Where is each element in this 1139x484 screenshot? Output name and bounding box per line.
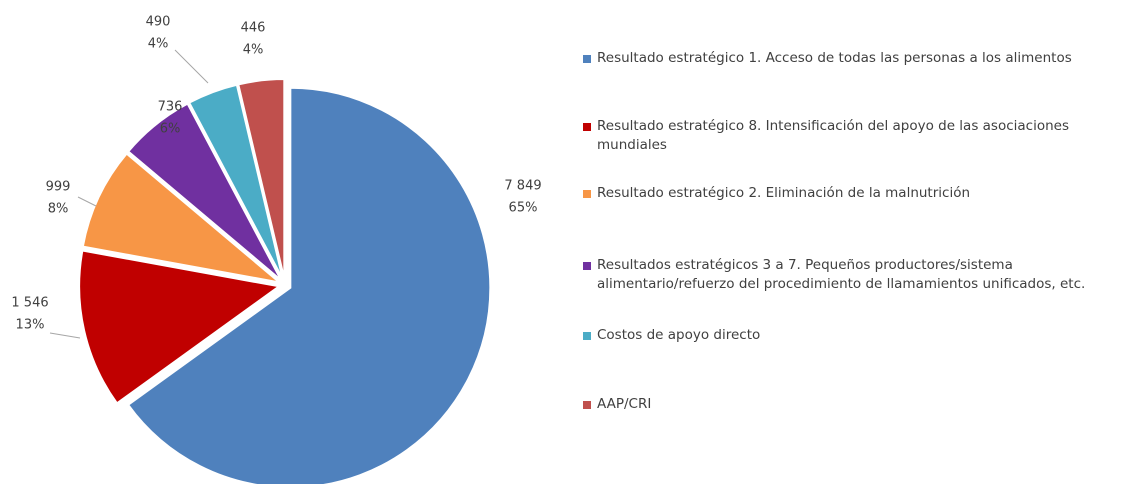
value-label: 490 [146,15,171,30]
value-label: 736 [158,100,183,115]
legend-entry: Resultados estratégicos 3 a 7. Pequeños … [583,256,1133,294]
legend-label: Resultado estratégico 1. Acceso de todas… [597,50,1072,66]
legend-swatch [583,123,591,131]
leader-line [77,196,97,207]
pie-slice [126,102,283,282]
legend-swatch [583,262,591,270]
percent-label: 6% [160,122,181,137]
legend-entry: Resultado estratégico 2. Eliminación de … [583,184,970,203]
legend-swatch [583,190,591,198]
legend-entry: Resultado estratégico 1. Acceso de todas… [583,49,1072,68]
percent-label: 4% [148,37,169,52]
legend-label: Resultado estratégico 8. Intensificación… [597,118,1069,153]
percent-label: 4% [243,43,264,58]
leader-line [174,49,209,84]
value-label: 7 849 [504,179,541,194]
leader-line [49,332,81,339]
legend-swatch [583,401,591,409]
pie-slice [78,249,282,405]
pie-slice [81,152,284,285]
pie-slice [187,83,284,280]
legend-label: AAP/CRI [597,396,652,412]
legend-label: Resultados estratégicos 3 a 7. Pequeños … [597,257,1086,292]
legend-entry: Resultado estratégico 8. Intensificación… [583,117,1133,155]
legend-label: Costos de apoyo directo [597,327,761,343]
value-label: 1 546 [11,296,48,311]
percent-label: 65% [509,201,538,216]
legend-entry: Costos de apoyo directo [583,326,760,345]
percent-label: 8% [48,202,69,217]
value-label: 999 [46,180,71,195]
pie-slice [237,78,286,280]
value-label: 446 [241,21,266,36]
legend-entry: AAP/CRI [583,395,651,414]
pie-slice [126,86,492,484]
percent-label: 13% [16,318,45,333]
legend-swatch [583,332,591,340]
legend-swatch [583,55,591,63]
legend-label: Resultado estratégico 2. Eliminación de … [597,185,971,201]
